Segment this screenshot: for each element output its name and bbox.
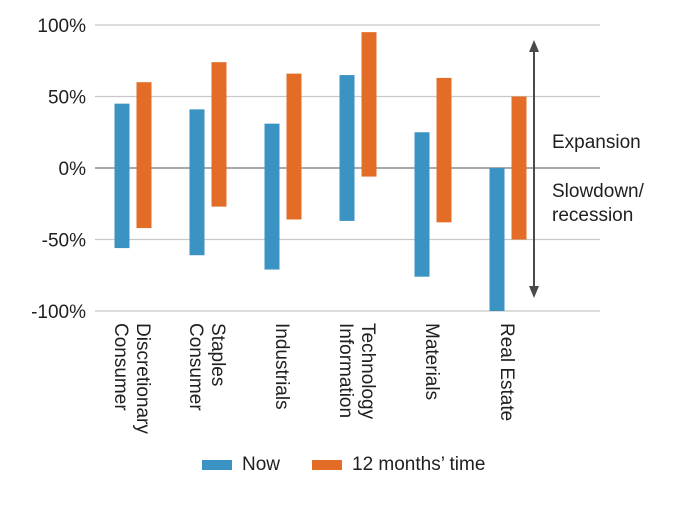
y-tick-label-100: 100% <box>37 16 86 37</box>
x-tick-label-line-information: Information <box>335 323 356 418</box>
legend-label-now: Now <box>242 454 281 475</box>
y-tick-label-50: -50% <box>42 231 86 252</box>
bar-now-industrials <box>264 123 280 270</box>
annotation-slowdown-line-recession: recession <box>552 205 633 226</box>
x-tick-label-line-materials: Materials <box>421 323 442 400</box>
legend-swatch-now <box>202 460 232 470</box>
bar-12-months-time-information-technology <box>361 32 377 177</box>
x-tick-label-line-real-estate: Real Estate <box>496 323 517 421</box>
bar-now-consumer-discretionary <box>114 103 130 249</box>
bars <box>114 32 527 311</box>
annotation-slowdown-line-slowdown: Slowdown/ <box>552 181 645 202</box>
x-tick-label-industrials: Industrials <box>271 323 292 410</box>
x-tick-label-line-industrials: Industrials <box>271 323 292 410</box>
legend-item-12-months-time: 12 months’ time <box>312 454 485 476</box>
legend: Now 12 months’ time <box>0 454 678 476</box>
bar-12-months-time-consumer-discretionary <box>136 82 152 229</box>
bar-12-months-time-materials <box>436 77 452 223</box>
y-axis-tick-labels: 100% 50% 0% -50% -100% <box>31 16 86 323</box>
x-tick-label-line-technology: Technology <box>357 323 378 420</box>
x-tick-label-line-consumer: Consumer <box>185 323 206 411</box>
annotation-expansion: Expansion <box>552 132 641 153</box>
bar-now-real-estate <box>489 168 505 311</box>
bar-now-materials <box>414 132 430 277</box>
x-tick-label-line-discretionary: Discretionary <box>132 323 153 434</box>
arrow-head-down <box>529 286 539 298</box>
legend-swatch-12-months-time <box>312 460 342 470</box>
legend-label-12-months-time: 12 months’ time <box>352 454 486 475</box>
expansion-slowdown-arrow: Expansion Slowdown/recession <box>529 40 645 298</box>
bar-12-months-time-industrials <box>286 73 302 220</box>
x-tick-label-consumer-discretionary: Consumer Discretionary <box>110 323 153 434</box>
y-tick-label-50: 50% <box>48 88 86 109</box>
y-tick-label-0: 0% <box>59 159 87 180</box>
bar-now-information-technology <box>339 75 355 221</box>
bar-now-consumer-staples <box>189 109 205 256</box>
x-axis-category-labels: Consumer Discretionary Consumer Staples Indu… <box>110 323 517 434</box>
x-tick-label-consumer-staples: Consumer Staples <box>185 323 228 411</box>
legend-item-now: Now <box>202 454 280 476</box>
x-tick-label-information-technology: Information Technology <box>335 323 378 420</box>
x-tick-label-line-consumer: Consumer <box>110 323 131 411</box>
bar-12-months-time-real-estate <box>511 96 527 240</box>
x-tick-label-line-staples: Staples <box>207 323 228 386</box>
bar-12-months-time-consumer-staples <box>211 62 227 207</box>
y-tick-label-100: -100% <box>31 302 86 323</box>
range-bar-chart: 100%50%0%-50%-100% Consumer Discretionary… <box>31 16 645 434</box>
x-tick-label-materials: Materials <box>421 323 442 400</box>
x-tick-label-real-estate: Real Estate <box>496 323 517 421</box>
arrow-head-up <box>529 40 539 52</box>
